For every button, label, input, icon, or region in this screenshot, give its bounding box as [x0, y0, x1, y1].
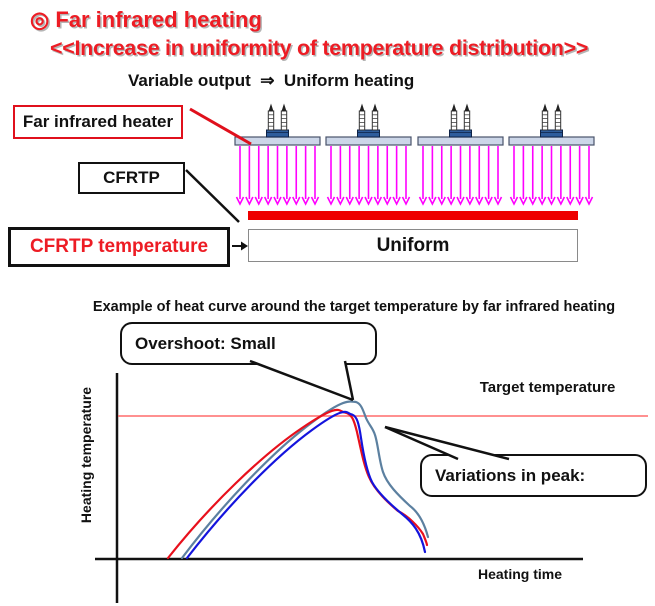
heater-plate: [325, 136, 412, 146]
electrode-tip: [464, 103, 470, 111]
infrared-arrow-head: [263, 196, 273, 206]
overshoot-tail-line-right: [343, 360, 355, 401]
bullseye-icon: ◎: [30, 7, 50, 32]
infrared-arrow-head: [519, 196, 528, 206]
infrared-arrow-head: [336, 196, 345, 206]
cfrtp-bar: [248, 211, 578, 220]
cfrtp-label: CFRTP: [103, 168, 160, 187]
electrode-tip: [281, 103, 287, 111]
infrared-arrow-head: [282, 196, 292, 206]
heater-electrode: [280, 110, 288, 131]
heat-curve-red: [166, 408, 429, 560]
infrared-arrow-head: [383, 196, 392, 206]
heater-plate: [234, 136, 321, 146]
uniform-box: Uniform: [248, 229, 578, 262]
infrared-arrow-head: [345, 196, 354, 206]
heater-electrode: [267, 110, 275, 131]
infrared-arrow-head: [456, 196, 465, 206]
cfrtp-temperature-label-box: CFRTP temperature: [8, 227, 230, 267]
infrared-arrow-head: [273, 196, 282, 206]
far-infrared-heater-label: Far infrared heater: [22, 112, 174, 131]
infrared-arrow-head: [475, 196, 484, 206]
cfrtp-temperature-label: CFRTP temperature: [29, 236, 209, 257]
heater-electrode: [371, 110, 379, 131]
heater-electrode: [554, 110, 562, 131]
infrared-arrow-head: [584, 196, 594, 206]
infrared-arrow-head: [528, 196, 537, 206]
infrared-arrow-head: [235, 196, 245, 206]
electrode-tip: [268, 103, 274, 111]
heat-curve-slate: [180, 400, 430, 560]
infrared-arrow-head: [537, 196, 547, 206]
electrode-tip: [451, 103, 457, 111]
far-infrared-heater-label-box: Far infrared heater: [13, 105, 183, 139]
infrared-arrow-head: [493, 196, 503, 206]
uniform-arrow-head: [241, 241, 248, 251]
infrared-arrow-head: [509, 196, 519, 206]
y-axis-label: Heating temperature: [78, 386, 94, 524]
tagline: Variable output ⇒ Uniform heating: [128, 71, 415, 90]
electrode-tip: [542, 103, 548, 111]
page-title: ◎ Far infrared heating: [30, 7, 262, 33]
page-title-text: Far infrared heating: [55, 7, 262, 32]
infrared-arrow-head: [401, 196, 411, 206]
overshoot-callout-tail: [250, 360, 353, 400]
infrared-arrow-head: [428, 196, 437, 206]
heater-array: [234, 103, 595, 206]
heater-plate: [508, 136, 595, 146]
heater-electrode: [541, 110, 549, 131]
overshoot-callout: Overshoot: Small: [120, 322, 377, 365]
variations-callout-text: Variations in peak:: [435, 465, 586, 485]
cfrtp-pointer-line: [185, 169, 240, 223]
chart-caption: Example of heat curve around the target …: [92, 299, 616, 315]
heater-terminal-block: [357, 129, 380, 138]
heat-curve-blue: [185, 410, 427, 560]
heater-pointer-line: [189, 107, 252, 146]
infrared-arrow-head: [364, 196, 373, 206]
uniform-label: Uniform: [376, 234, 450, 256]
infrared-arrow-head: [245, 196, 254, 206]
infrared-arrow-head: [392, 196, 401, 206]
infrared-arrow-head: [547, 196, 556, 206]
electrode-tip: [372, 103, 378, 111]
infrared-arrow-head: [310, 196, 320, 206]
infrared-arrow-head: [254, 196, 263, 206]
heater-electrode: [358, 110, 366, 131]
heater-electrode: [463, 110, 471, 131]
infrared-arrow-head: [465, 196, 475, 206]
electrode-tip: [359, 103, 365, 111]
heater-electrode: [450, 110, 458, 131]
infrared-arrow-head: [484, 196, 493, 206]
electrode-tip: [555, 103, 561, 111]
infrared-arrow-head: [301, 196, 310, 206]
infrared-arrow-head: [437, 196, 446, 206]
infrared-arrow-head: [418, 196, 428, 206]
infrared-arrow-head: [566, 196, 575, 206]
infrared-arrow-head: [446, 196, 456, 206]
infrared-arrow-head: [354, 196, 364, 206]
heater-plate: [417, 136, 504, 146]
overshoot-callout-text: Overshoot: Small: [135, 333, 276, 353]
target-temperature-label: Target temperature: [479, 379, 616, 396]
page-subtitle: <<Increase in uniformity of temperature …: [50, 36, 589, 60]
x-axis-label: Heating time: [477, 566, 562, 582]
variations-callout: Variations in peak:: [420, 454, 647, 497]
heater-terminal-block: [449, 129, 472, 138]
infrared-arrow-head: [292, 196, 301, 206]
overshoot-tail-line-left: [249, 359, 354, 402]
infrared-arrow-head: [373, 196, 383, 206]
infrared-arrow-head: [556, 196, 566, 206]
heater-terminal-block: [266, 129, 289, 138]
infrared-arrow-head: [575, 196, 584, 206]
infrared-arrow-head: [326, 196, 336, 206]
cfrtp-label-box: CFRTP: [78, 162, 185, 194]
heater-terminal-block: [540, 129, 563, 138]
